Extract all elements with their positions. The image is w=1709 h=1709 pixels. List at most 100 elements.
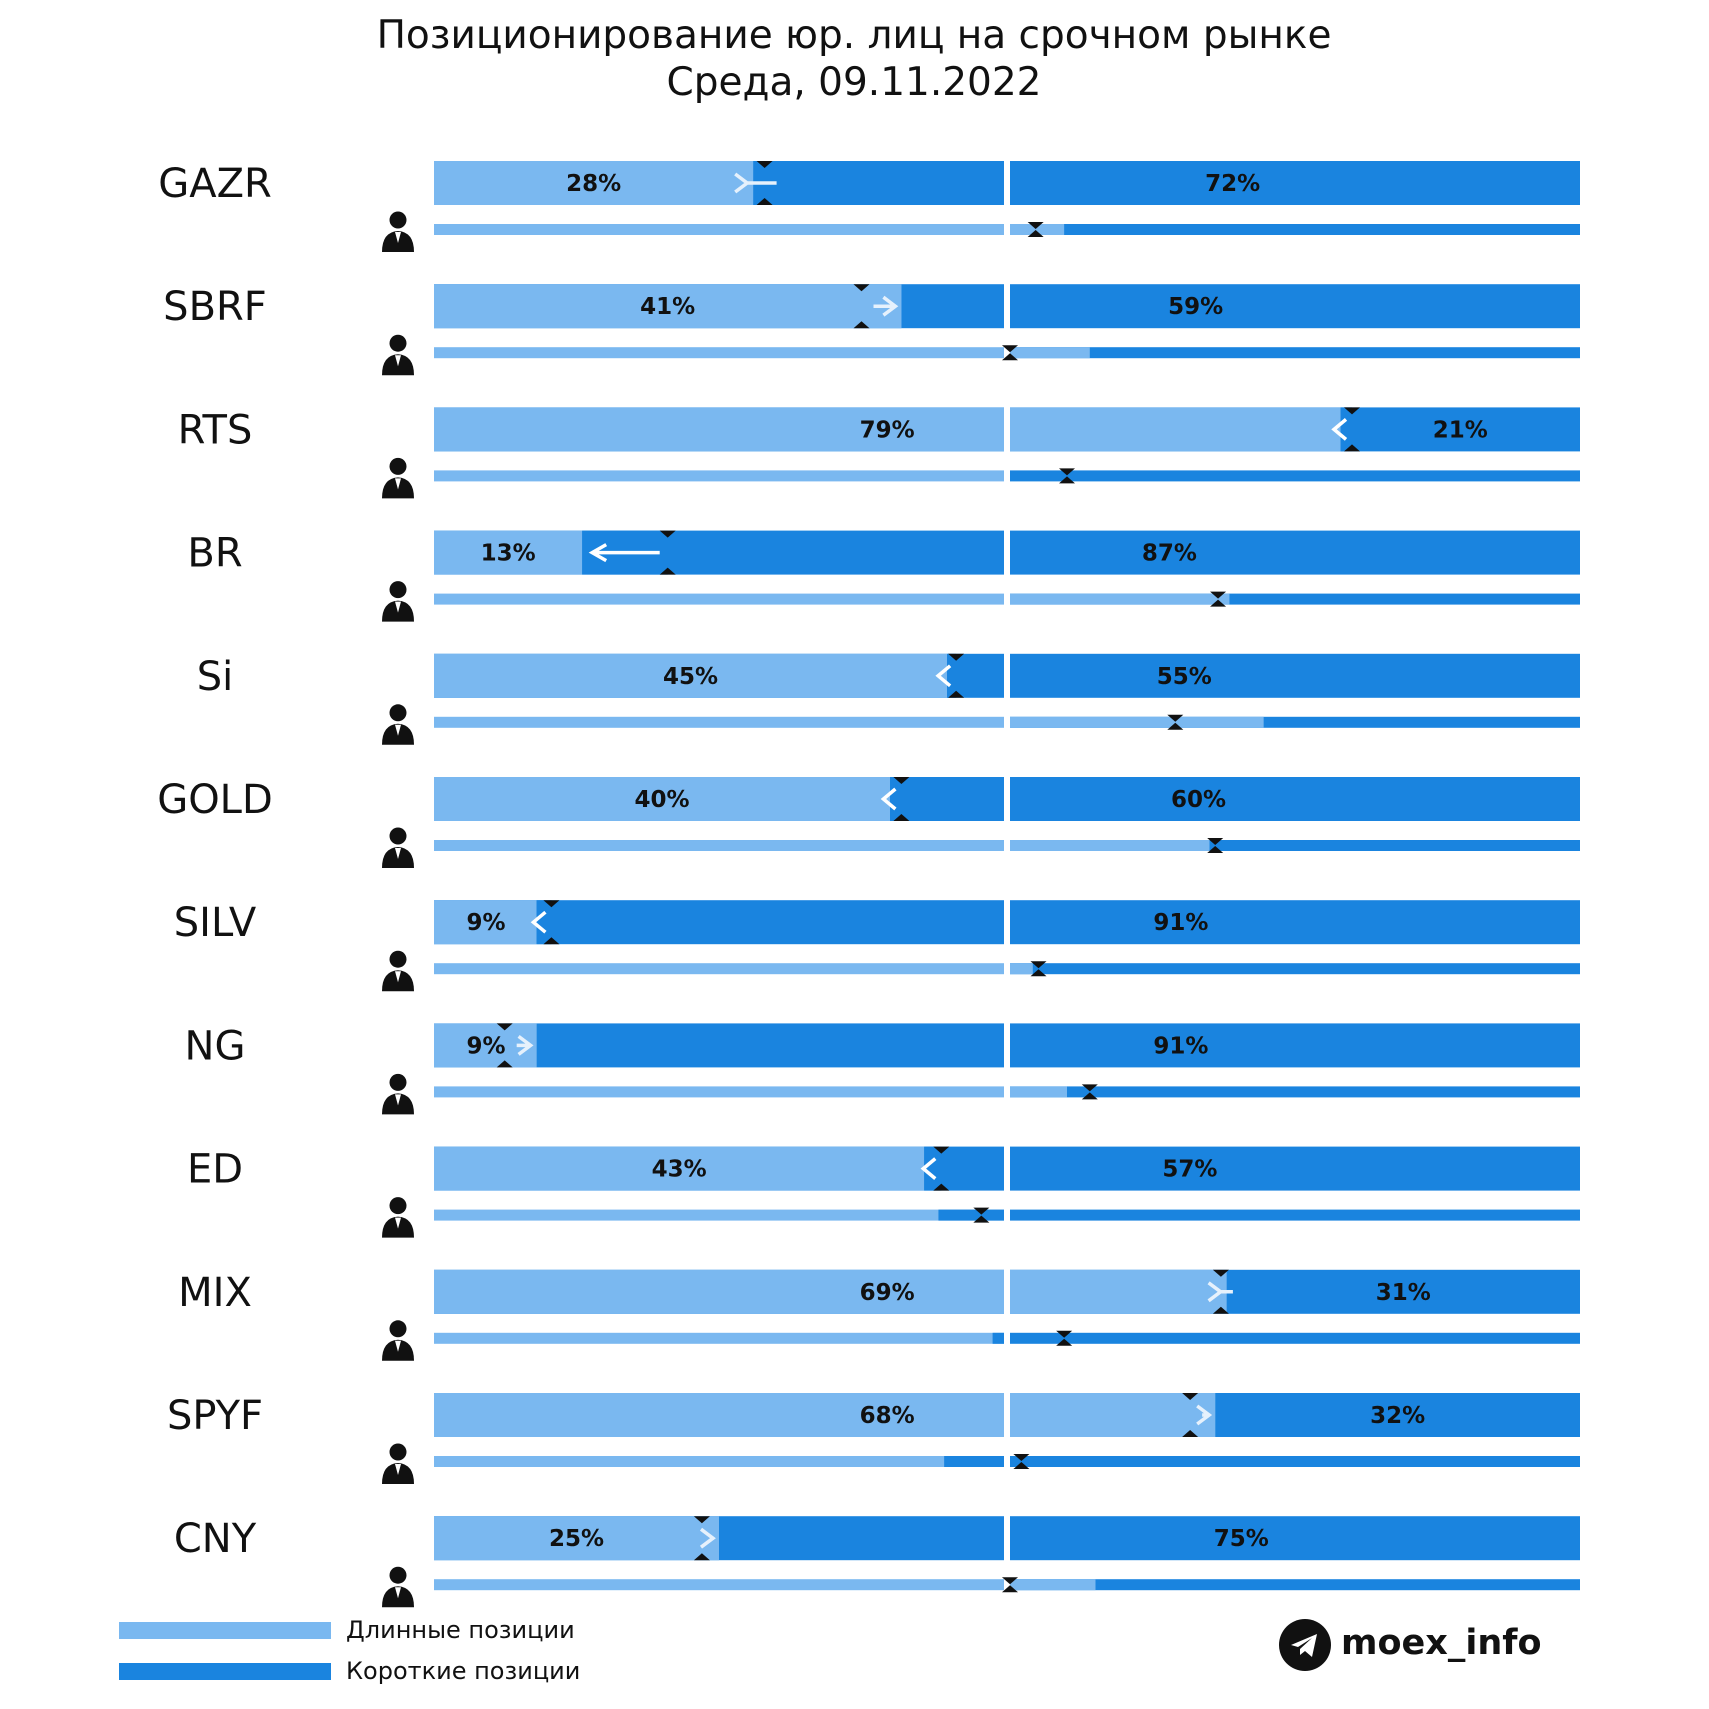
change-marker-top — [693, 1516, 710, 1524]
change-marker-top — [853, 284, 870, 292]
long-pct-label: 79% — [860, 417, 915, 443]
sub-marker-bottom — [1013, 1462, 1030, 1469]
left-bar-long — [434, 900, 537, 945]
sub-marker-bottom — [1030, 969, 1047, 977]
row-gold: GOLD 40% 60% — [157, 777, 1580, 868]
sub-left — [434, 224, 1004, 235]
left-bar-long — [434, 161, 754, 205]
row-br: BR 13% 87% — [187, 530, 1580, 622]
long-pct-label: 40% — [634, 787, 689, 813]
left-bar-long — [434, 777, 890, 821]
row-mix: MIX 69% 31% — [178, 1269, 1580, 1361]
person-head — [389, 1320, 407, 1338]
ticker-label: NG — [185, 1023, 246, 1069]
person-head — [389, 1073, 407, 1091]
sub-left-dark — [938, 1209, 1004, 1221]
row-silv: SILV 9% 91% — [174, 900, 1580, 992]
sub-left — [434, 1456, 1004, 1467]
sub-right — [1010, 224, 1580, 235]
short-pct-label: 59% — [1168, 294, 1223, 320]
sub-right — [1010, 1209, 1580, 1221]
person-head — [389, 211, 407, 229]
row-cny: CNY 25% 75% — [174, 1516, 1580, 1608]
short-pct-label: 87% — [1142, 541, 1197, 567]
change-fill — [536, 900, 552, 945]
short-pct-label: 32% — [1370, 1403, 1425, 1429]
person-head — [389, 1566, 407, 1584]
sub-right-light — [1010, 593, 1230, 605]
change-marker-bottom — [659, 567, 676, 575]
sub-marker-bottom — [1210, 599, 1227, 607]
person-collar — [395, 1587, 401, 1599]
right-bar-short — [1010, 777, 1580, 821]
change-arrow — [1331, 418, 1348, 441]
right-bar-short — [1010, 653, 1580, 698]
sub-marker-top — [1059, 468, 1075, 476]
person-collar — [395, 601, 401, 613]
change-arrow — [1207, 1281, 1233, 1303]
sub-marker — [1013, 1454, 1030, 1469]
long-pct-label: 9% — [466, 1033, 505, 1059]
person-head — [389, 950, 407, 968]
sub-left — [434, 1209, 1004, 1221]
sub-left — [434, 1579, 1004, 1591]
sub-marker-bottom — [1059, 476, 1075, 484]
sub-marker-top — [1167, 714, 1184, 722]
left-bar-long — [434, 530, 583, 575]
short-pct-label: 21% — [1433, 417, 1488, 443]
change-marker — [1212, 1269, 1229, 1314]
left-bar-long — [434, 653, 947, 698]
change-marker-bottom — [1182, 1430, 1199, 1437]
long-pct-label: 68% — [860, 1403, 915, 1429]
ticker-label: SPYF — [167, 1393, 263, 1439]
long-pct-label: 13% — [481, 541, 536, 567]
sub-marker — [1210, 591, 1227, 607]
legend-long-swatch — [119, 1622, 331, 1639]
person-icon — [382, 334, 414, 376]
sub-marker — [1059, 468, 1075, 484]
sub-right-light — [1010, 347, 1090, 359]
sub-left-dark — [944, 1456, 1004, 1467]
short-pct-label: 57% — [1162, 1157, 1217, 1183]
right-bar-short — [1010, 900, 1580, 945]
change-marker-top — [756, 161, 773, 168]
person-head — [389, 1443, 407, 1461]
sub-marker-top — [1002, 345, 1018, 353]
person-collar — [395, 355, 401, 367]
person-icon — [382, 704, 414, 745]
ticker-label: GOLD — [157, 777, 273, 823]
ticker-label: CNY — [174, 1516, 257, 1562]
change-marker — [659, 530, 676, 575]
sub-marker — [1002, 345, 1018, 361]
sub-left — [434, 963, 1004, 975]
sub-marker-bottom — [1002, 353, 1018, 361]
row-spyf: SPYF 68% 32% — [167, 1393, 1580, 1484]
row-sbrf: SBRF 41% 59% — [163, 284, 1580, 376]
ticker-label: GAZR — [158, 161, 272, 207]
long-pct-label: 43% — [652, 1157, 707, 1183]
change-fill — [1340, 407, 1352, 452]
right-bar-short — [1010, 1516, 1580, 1561]
short-pct-label: 31% — [1376, 1280, 1431, 1306]
change-marker-bottom — [853, 321, 870, 329]
left-bar-long — [434, 284, 902, 329]
change-arrow — [880, 787, 897, 811]
person-head — [389, 457, 407, 475]
person-head — [389, 581, 407, 599]
sub-left — [434, 1332, 1004, 1344]
sub-right — [1010, 1456, 1580, 1467]
change-arrow — [588, 543, 660, 563]
right-bar-long — [1010, 1269, 1227, 1314]
sub-marker-bottom — [1002, 1585, 1018, 1593]
sub-right — [1010, 347, 1580, 359]
row-rts: RTS 79% 21% — [178, 407, 1580, 499]
person-icon — [382, 1073, 414, 1115]
long-pct-label: 25% — [549, 1526, 604, 1552]
change-marker-top — [496, 1023, 513, 1031]
change-marker — [693, 1516, 710, 1561]
change-marker-top — [1212, 1269, 1229, 1277]
change-fill — [890, 777, 902, 821]
sub-right — [1010, 1332, 1580, 1344]
sub-right — [1010, 593, 1580, 605]
